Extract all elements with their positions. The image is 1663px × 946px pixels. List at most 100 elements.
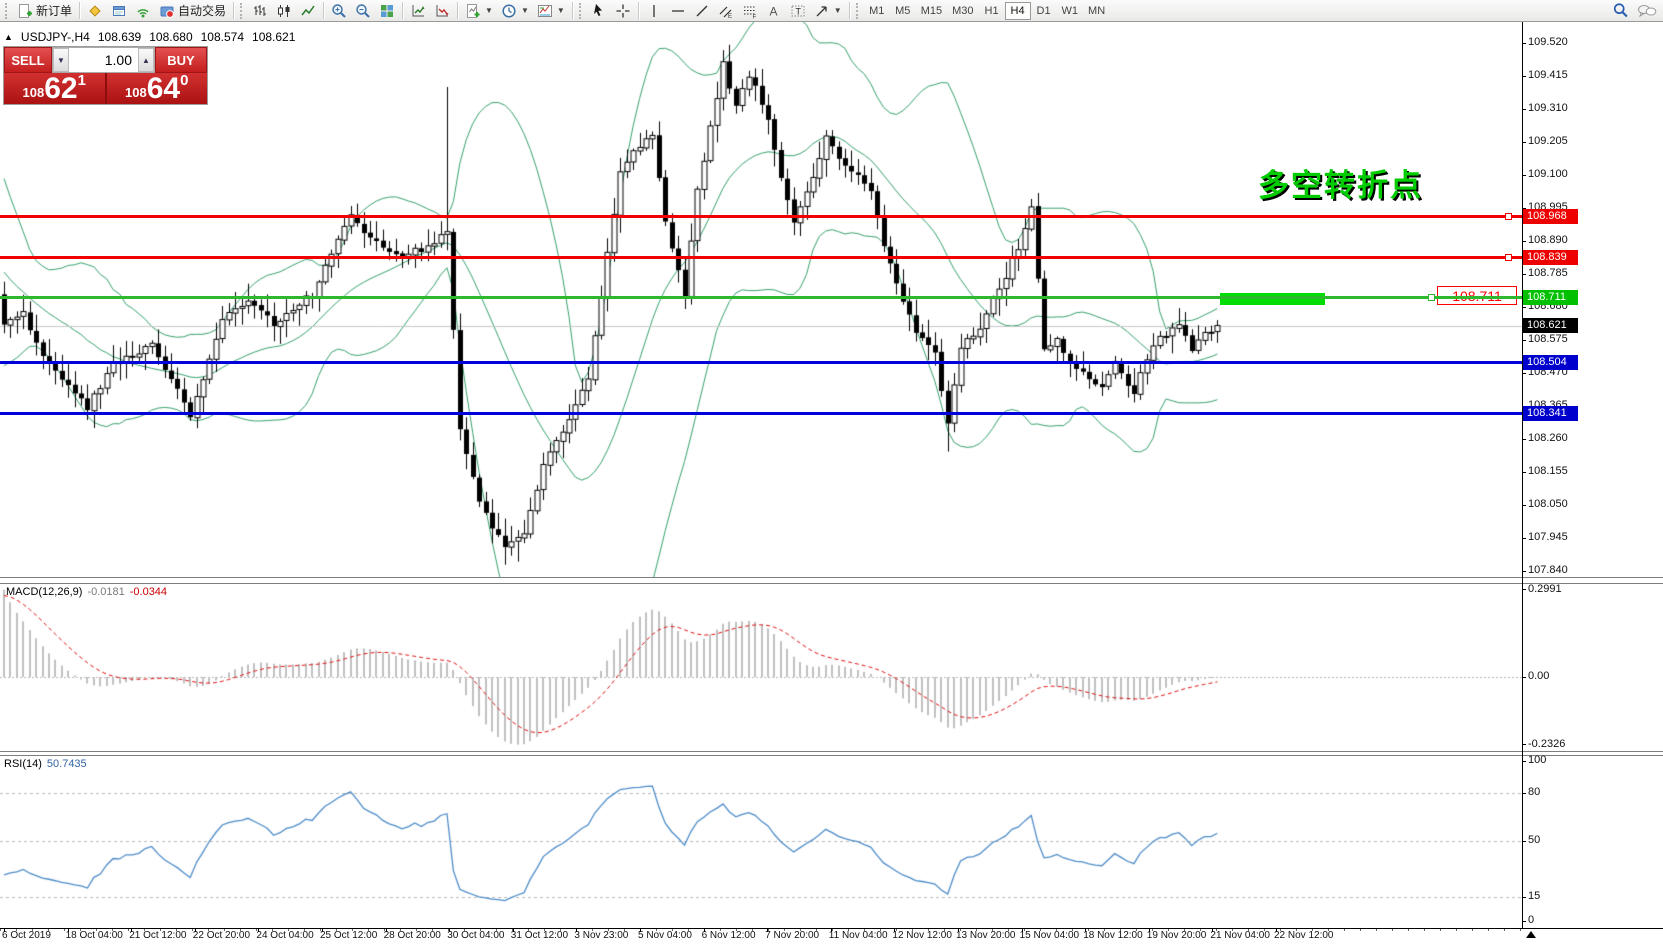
level-line-108.341[interactable] <box>0 412 1522 416</box>
price-tick-mark <box>1522 372 1526 374</box>
macd-tick-label: 0.2991 <box>1528 582 1562 595</box>
price-tick-mark <box>1522 339 1526 341</box>
time-tick-mark <box>194 928 196 932</box>
toolbar-grip[interactable] <box>5 2 10 19</box>
add-indicator-button[interactable]: ▼ <box>461 1 497 21</box>
indicator-window-up-button[interactable] <box>406 1 430 21</box>
macd-panel-canvas[interactable] <box>0 584 1522 751</box>
timeframe-button-M30[interactable]: M30 <box>947 2 978 20</box>
bar-chart-button[interactable] <box>248 1 272 21</box>
arrows-icon <box>816 5 827 16</box>
add-indicator-icon <box>467 3 480 18</box>
macd-indicator-label: MACD(12,26,9) -0.0181 -0.0344 <box>6 586 167 598</box>
time-tick-label: 30 Oct 04:00 <box>447 930 505 941</box>
line-chart-button[interactable] <box>296 1 320 21</box>
time-tick-label: 6 Oct 2019 <box>2 930 51 941</box>
price-tick-label: 108.050 <box>1528 498 1568 511</box>
signals-button[interactable] <box>131 1 155 21</box>
buy-button[interactable]: BUY <box>155 47 207 73</box>
timeframe-button-M1[interactable]: M1 <box>864 2 890 20</box>
timeframe-button-M15[interactable]: M15 <box>916 2 947 20</box>
time-tick-mark <box>1085 928 1087 932</box>
price-tick-mark <box>1522 471 1526 473</box>
templates-button[interactable]: ▼ <box>533 1 569 21</box>
text-label-button[interactable]: T <box>786 1 810 21</box>
svg-text:T: T <box>795 6 801 16</box>
price-tick-mark <box>1522 141 1526 143</box>
level-line-108.711[interactable] <box>0 295 1522 299</box>
price-tick-label: 109.520 <box>1528 36 1568 48</box>
toolbar-grip[interactable] <box>240 2 245 19</box>
chart-area[interactable]: ▲ USDJPY-,H4 108.639 108.680 108.574 108… <box>0 22 1663 946</box>
volume-increase-button[interactable]: ▲ <box>138 48 154 72</box>
zoom-out-button[interactable] <box>351 1 375 21</box>
rsi-tick-label: 100 <box>1528 754 1547 766</box>
toolbar-grip[interactable] <box>855 2 861 19</box>
time-tick-label: 15 Nov 04:00 <box>1019 930 1080 941</box>
panel-separator[interactable] <box>0 577 1663 584</box>
macd-value-main: -0.0181 <box>87 586 125 598</box>
text-button[interactable]: A <box>762 1 786 21</box>
svg-text:E: E <box>728 14 732 19</box>
chat-icon[interactable] <box>1637 3 1657 19</box>
timeframe-button-D1[interactable]: D1 <box>1031 2 1057 20</box>
arrows-button[interactable]: ▼ <box>810 1 846 21</box>
price-tick-mark <box>1522 570 1526 572</box>
level-badge-108.711: 108.711 <box>1523 289 1578 305</box>
level-line-108.968[interactable] <box>0 214 1522 218</box>
trendline-button[interactable] <box>690 1 714 21</box>
svg-text:F: F <box>752 14 756 19</box>
timeframe-button-MN[interactable]: MN <box>1083 2 1110 20</box>
buy-price-big: 64 <box>146 72 181 105</box>
new-order-icon <box>19 3 32 18</box>
price-tick-label: 109.415 <box>1528 69 1568 81</box>
text-icon: A <box>769 4 777 18</box>
timeframe-button-H4[interactable]: H4 <box>1004 1 1031 20</box>
new-order-button[interactable]: 新订单 <box>13 1 76 21</box>
scroll-end-marker[interactable] <box>1526 931 1536 938</box>
cursor-button[interactable] <box>587 1 611 21</box>
periods-button[interactable]: ▼ <box>497 1 533 21</box>
crosshair-button[interactable] <box>611 1 635 21</box>
timeframe-button-M5[interactable]: M5 <box>890 2 916 20</box>
panel-separator[interactable] <box>0 751 1663 756</box>
volume-input[interactable] <box>69 48 138 72</box>
timeframe-button-H1[interactable]: H1 <box>979 2 1005 20</box>
sell-price-display[interactable]: 108 62 1 <box>4 73 107 104</box>
time-tick-mark <box>703 928 705 932</box>
buy-price-display[interactable]: 108 64 0 <box>106 72 207 105</box>
fibonacci-button[interactable]: F <box>738 1 762 21</box>
data-window-button[interactable] <box>107 1 131 21</box>
candlestick-chart-button[interactable] <box>272 1 296 21</box>
vertical-line-icon <box>653 4 655 17</box>
level-line-108.839[interactable] <box>0 255 1522 259</box>
tile-windows-icon <box>381 4 394 17</box>
equidistant-channel-button[interactable]: E <box>714 1 738 21</box>
toolbar-separator <box>323 2 325 19</box>
rsi-indicator-label: RSI(14) 50.7435 <box>4 758 87 770</box>
rsi-tick-mark <box>1522 760 1526 762</box>
indicator-window-down-button[interactable] <box>430 1 454 21</box>
market-watch-button[interactable] <box>83 1 107 21</box>
time-tick-label: 18 Nov 12:00 <box>1083 930 1143 941</box>
level-line-108.504[interactable] <box>0 360 1522 364</box>
search-icon[interactable] <box>1612 2 1629 19</box>
vertical-line-button[interactable] <box>642 1 666 21</box>
sell-button[interactable]: SELL <box>4 47 52 73</box>
candlestick-chart-icon <box>278 4 290 17</box>
horizontal-line-button[interactable] <box>666 1 690 21</box>
zoom-in-button[interactable] <box>327 1 351 21</box>
line-endpoint-marker <box>1505 212 1512 220</box>
buy-price-pip: 0 <box>180 72 189 89</box>
time-axis-minor-ticks <box>0 929 1522 931</box>
volume-decrease-button[interactable]: ▼ <box>53 48 69 72</box>
expand-triangle-icon[interactable]: ▲ <box>4 32 13 42</box>
tile-windows-button[interactable] <box>375 1 399 21</box>
price-tick-mark <box>1522 273 1526 275</box>
autotrading-button[interactable]: 自动交易 <box>155 1 230 21</box>
rsi-panel-canvas[interactable] <box>0 756 1522 928</box>
timeframe-button-W1[interactable]: W1 <box>1057 2 1084 20</box>
chart-annotation-text[interactable]: 多空转折点 <box>1258 168 1423 203</box>
price-tick-mark <box>1522 504 1526 506</box>
toolbar-grip[interactable] <box>578 2 584 19</box>
